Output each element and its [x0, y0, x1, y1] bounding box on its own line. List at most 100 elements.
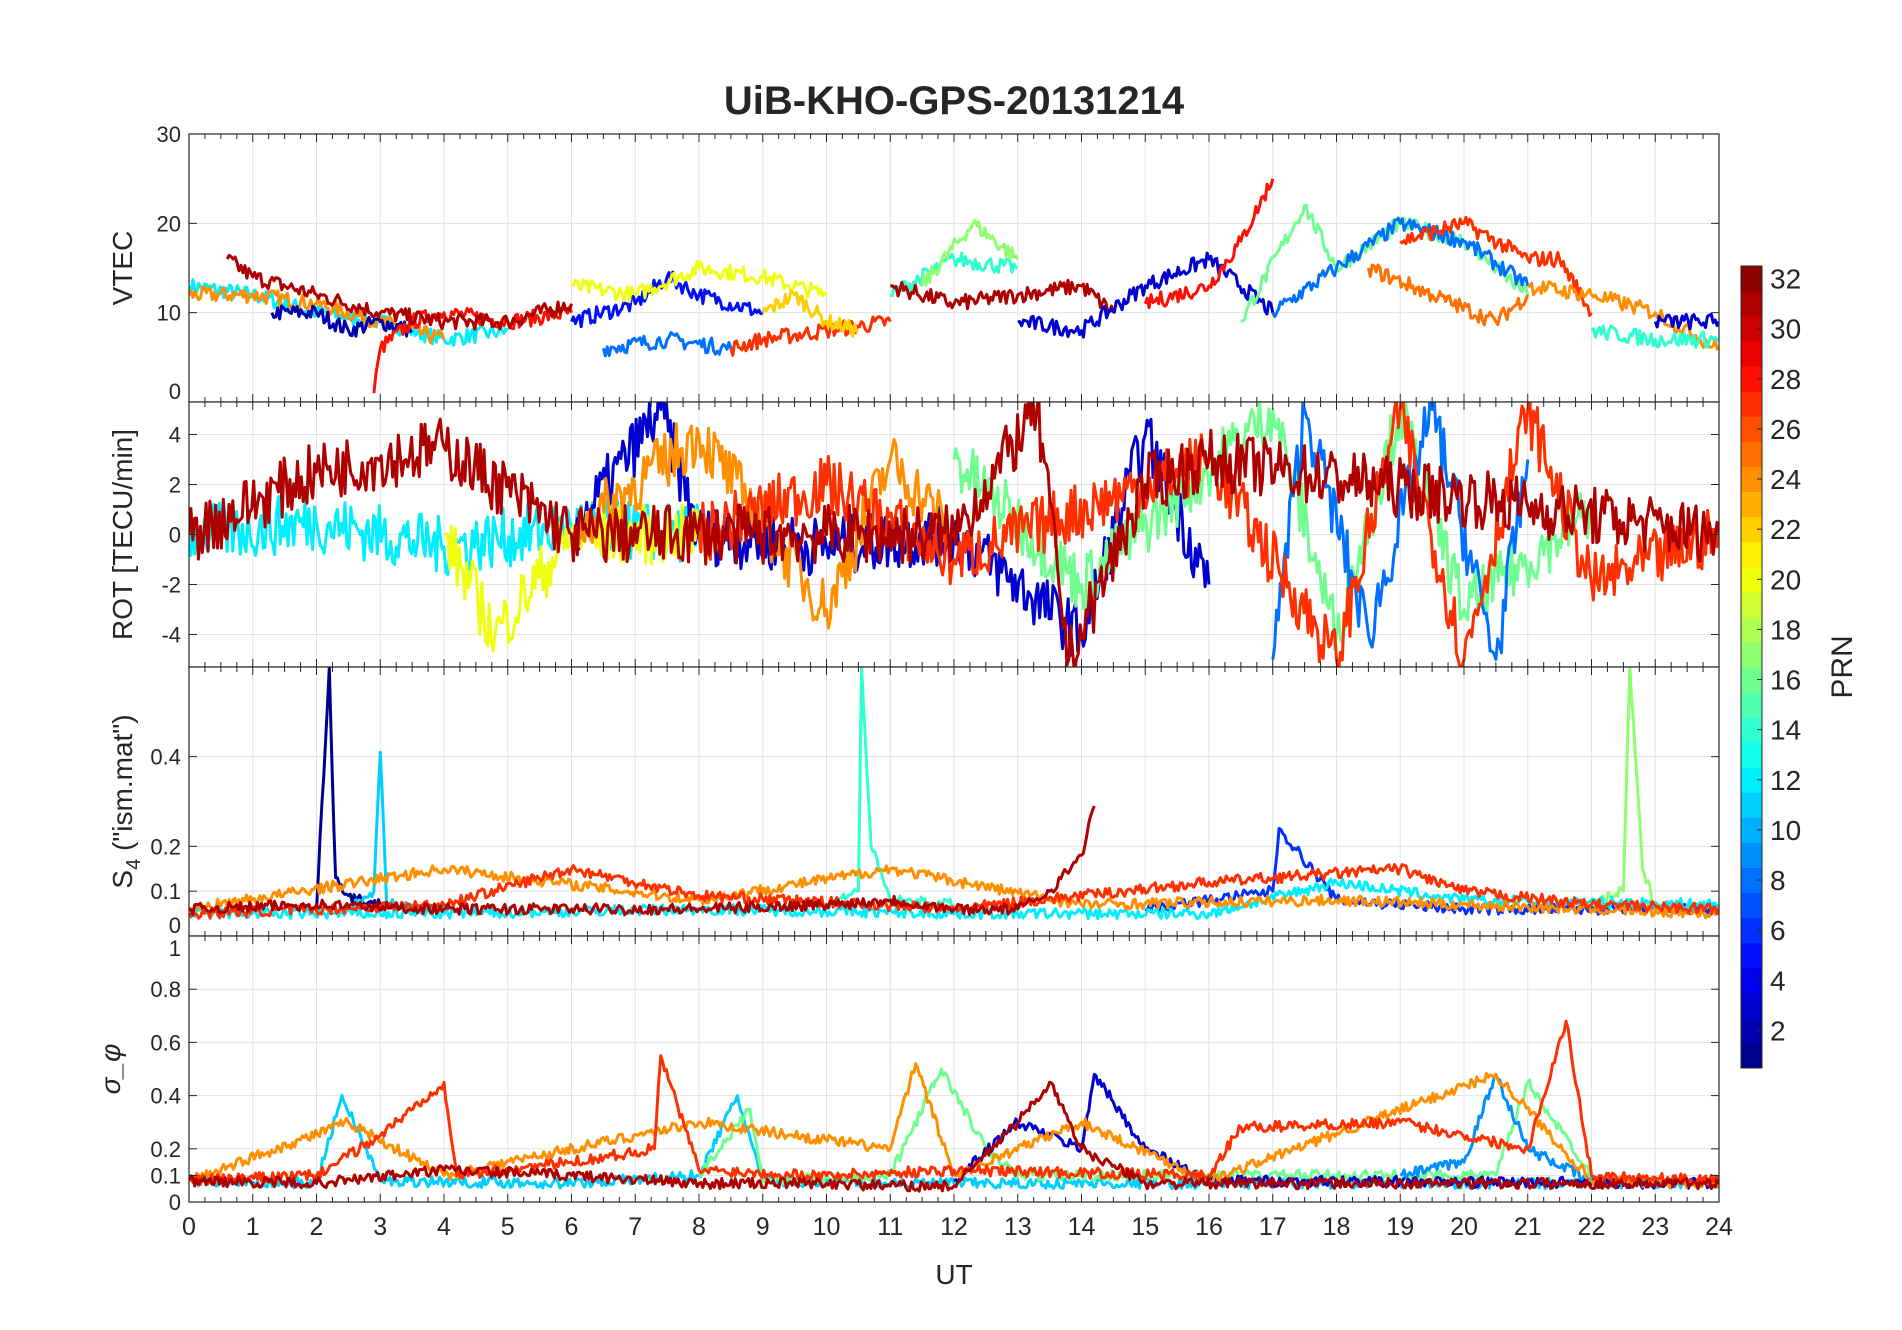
colorbar-segment-prn-26: [1741, 416, 1762, 442]
colorbar-tick-label: 8: [1770, 865, 1786, 896]
colorbar-segment-prn-28: [1741, 366, 1762, 392]
colorbar-segment-prn-31: [1741, 291, 1762, 317]
x-tick-label: 24: [1705, 1213, 1733, 1241]
colorbar-tick-label: 16: [1770, 665, 1801, 696]
colorbar-segment-prn-15: [1741, 692, 1762, 718]
series-group: [189, 667, 1719, 921]
chart-title: UiB-KHO-GPS-20131214: [724, 79, 1185, 123]
colorbar-tick-label: 20: [1770, 564, 1801, 595]
y-tick-label: 0.4: [150, 1084, 181, 1109]
colorbar-tick-label: 4: [1770, 965, 1786, 996]
colorbar-segment-prn-6: [1741, 917, 1762, 944]
series-line-prn-31: [225, 253, 573, 331]
x-tick-label: 5: [501, 1213, 515, 1241]
x-tick-label: 9: [756, 1213, 770, 1241]
series-line-prn-27: [189, 1019, 1719, 1187]
series-line-prn-31: [189, 805, 1096, 916]
colorbar-label: PRN: [1826, 635, 1859, 698]
x-axis-label: UT: [935, 1259, 972, 1290]
series-line-prn-24: [1527, 280, 1719, 351]
y-tick-label: -2: [161, 573, 181, 598]
x-tick-label: 10: [813, 1213, 841, 1241]
colorbar-segment-prn-18: [1741, 616, 1762, 643]
y-label-rest: ("ism.mat"): [107, 714, 138, 858]
colorbar-tick-label: 30: [1770, 314, 1801, 345]
colorbar-segment-prn-24: [1741, 466, 1762, 493]
colorbar-tick-label: 10: [1770, 815, 1801, 846]
series-line-prn-5: [570, 270, 764, 329]
colorbar-segment-prn-21: [1741, 541, 1762, 568]
y-axis-label: VTEC: [107, 231, 138, 306]
colorbar-segment-prn-11: [1741, 792, 1762, 818]
x-tick-label: 23: [1641, 1213, 1669, 1241]
panel-2: -4 -2 0 2 4 ROT [TECU/min]: [107, 401, 1720, 668]
colorbar-box: [1740, 265, 1763, 1069]
series-line-prn-14: [1590, 324, 1719, 349]
x-tick-label: 0: [182, 1213, 196, 1241]
series-line-prn-2: [270, 304, 413, 338]
y-tick-label: 0: [169, 523, 181, 548]
x-tick-label: 12: [940, 1213, 968, 1241]
series-line-prn-22: [761, 289, 859, 338]
colorbar-segment-prn-1: [1741, 1042, 1762, 1069]
x-tick-label: 14: [1068, 1213, 1096, 1241]
colorbar-segment-prn-32: [1741, 266, 1762, 292]
series-line-prn-27: [1399, 215, 1593, 317]
series-line-prn-24: [189, 864, 1719, 920]
y-tick-label: 0.2: [150, 834, 181, 859]
y-axis-label: S4 ("ism.mat"): [107, 714, 145, 888]
x-tick-label: 11: [877, 1213, 903, 1241]
colorbar-segment-prn-12: [1741, 767, 1762, 793]
series-line-prn-17: [920, 218, 1020, 287]
series-line-prn-1: [315, 667, 382, 910]
x-tick-label: 2: [310, 1213, 324, 1241]
x-tick-label: 13: [1004, 1213, 1032, 1241]
series-line-prn-3: [1653, 312, 1719, 331]
x-tick-label: 16: [1195, 1213, 1223, 1241]
colorbar-tick-label: 26: [1770, 414, 1801, 445]
series-line-prn-31: [890, 278, 1115, 314]
x-tick-label: 4: [437, 1213, 451, 1241]
x-tick-label: 1: [246, 1213, 260, 1241]
x-tick-label: 7: [628, 1213, 642, 1241]
series-line-prn-28: [372, 305, 573, 394]
y-tick-label: 2: [169, 473, 181, 498]
colorbar-tick-label: 22: [1770, 514, 1801, 545]
colorbar-tick-label: 14: [1770, 715, 1801, 746]
x-tick-label: 19: [1386, 1213, 1414, 1241]
y-tick-label: 0.4: [150, 745, 181, 770]
series-line-prn-25: [1366, 263, 1530, 327]
x-tick-label: 3: [373, 1213, 387, 1241]
series-line-prn-3: [1017, 251, 1275, 339]
colorbar-segment-prn-10: [1741, 817, 1762, 843]
colorbar-segment-prn-7: [1741, 892, 1762, 919]
colorbar-segment-prn-22: [1741, 516, 1762, 543]
colorbar-segment-prn-25: [1741, 441, 1762, 467]
series-line-prn-8: [601, 331, 733, 358]
x-tick-label: 20: [1450, 1213, 1478, 1241]
y-tick-label: 1: [169, 936, 181, 961]
colorbar-segment-prn-13: [1741, 742, 1762, 768]
colorbar-segment-prn-5: [1741, 942, 1762, 969]
colorbar-segment-prn-3: [1741, 992, 1762, 1019]
x-tick-label: 18: [1323, 1213, 1351, 1241]
y-tick-label: 20: [157, 211, 181, 236]
y-tick-label: 0.8: [150, 977, 181, 1002]
colorbar-segment-prn-4: [1741, 967, 1762, 994]
series-line-prn-31: [189, 402, 1719, 667]
panel-4: 00.10.20.40.60.810 1 2 3 4 5 6 7 8 9 10 11 12 13 14 15 1…: [150, 935, 1733, 1241]
y-axis-label-sigma-phi: σ_φ: [95, 1044, 126, 1095]
x-tick-label: 17: [1259, 1213, 1287, 1241]
y-tick-label: 0.1: [150, 1163, 181, 1188]
x-tick-label: 21: [1514, 1213, 1542, 1241]
colorbar-segment-prn-17: [1741, 641, 1762, 668]
y-tick-label: 0.1: [150, 879, 181, 904]
colorbar-segment-prn-23: [1741, 491, 1762, 518]
y-tick-label: 10: [157, 301, 181, 326]
colorbar-tick-label: 28: [1770, 364, 1801, 395]
series-line-prn-8: [1271, 402, 1530, 661]
colorbar-segment-prn-16: [1741, 667, 1762, 693]
